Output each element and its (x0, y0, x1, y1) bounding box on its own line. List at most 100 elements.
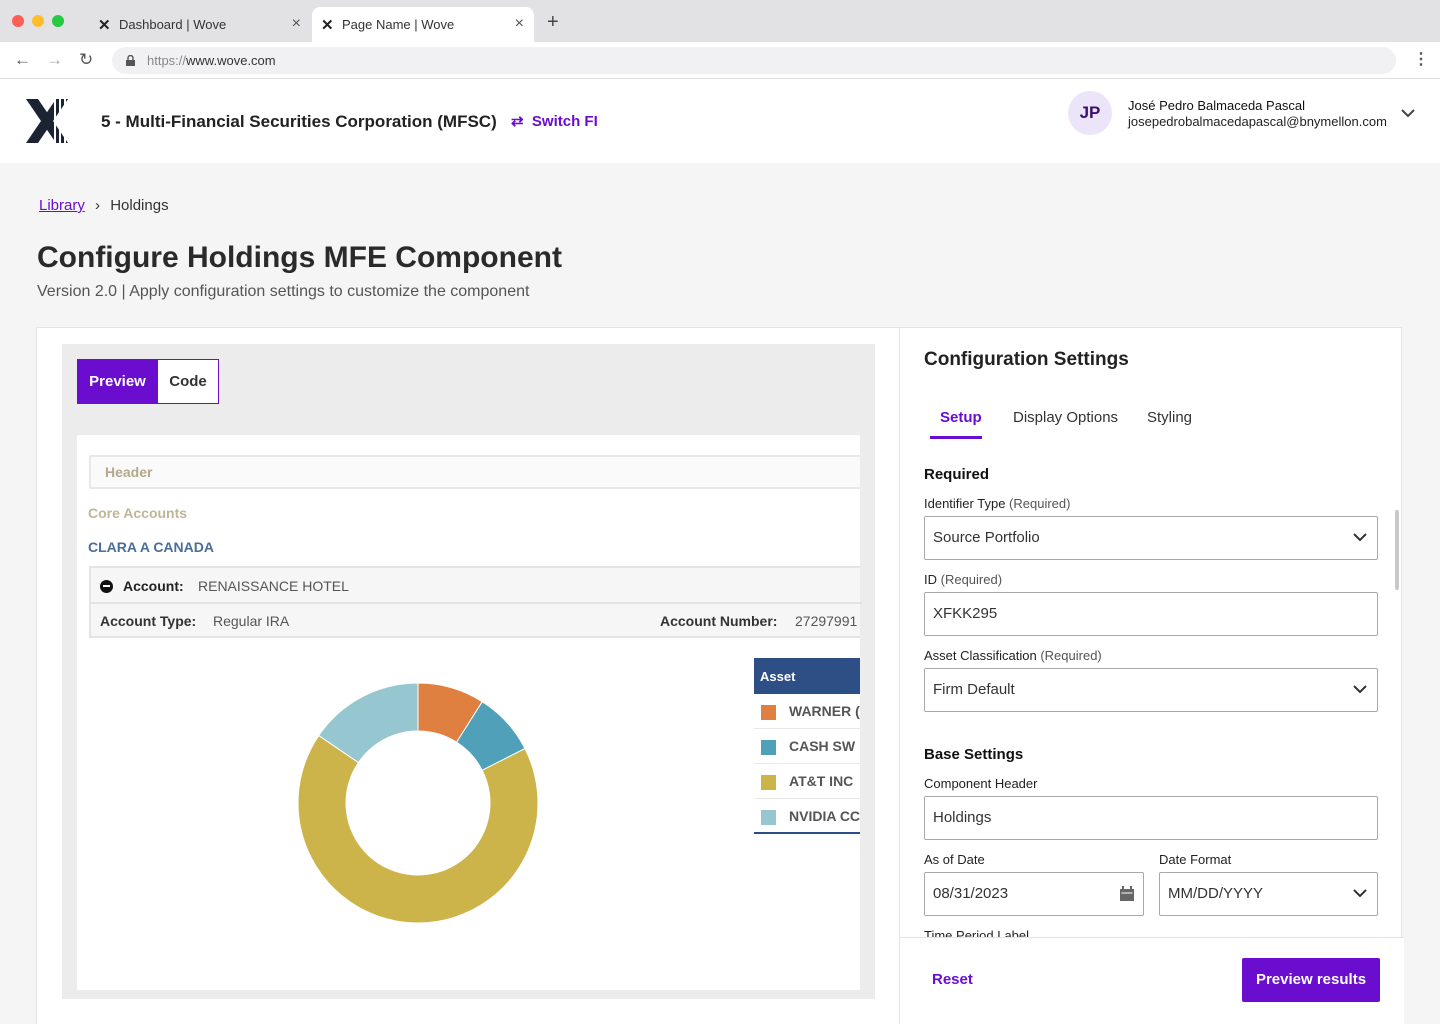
close-tab-icon[interactable]: × (291, 15, 301, 32)
back-icon[interactable]: ← (14, 50, 31, 69)
identifier-type-label: Identifier Type (Required) (924, 496, 1071, 511)
legend-label: CASH SW (789, 738, 856, 754)
mock-legend-row: AT&T INC (754, 764, 860, 799)
settings-scrollbar[interactable] (1395, 510, 1399, 590)
component-header-value: Holdings (933, 809, 992, 826)
preview-results-button[interactable]: Preview results (1242, 958, 1380, 1002)
tab-display-options[interactable]: Display Options (1013, 409, 1119, 426)
organization-name: 5 - Multi-Financial Securities Corporati… (101, 112, 497, 131)
preview-toggle-button[interactable]: Preview (77, 359, 158, 404)
collapse-icon[interactable] (100, 580, 113, 593)
tab-label: Dashboard | Wove (119, 17, 227, 32)
browser-tab-dashboard[interactable]: ✕ Dashboard | Wove × (89, 7, 311, 42)
component-header-label: Component Header (924, 776, 1038, 791)
identifier-type-value: Source Portfolio (933, 529, 1040, 546)
mock-section-title: Core Accounts (88, 505, 188, 521)
mock-legend: Asset WARNER ( CASH SW AT&T INC NVIDIA CC (754, 658, 860, 835)
code-toggle-button[interactable]: Code (157, 359, 219, 404)
component-preview: Header Core Accounts CLARA A CANADA Acco… (77, 435, 862, 990)
mock-header-text: Header (105, 464, 153, 480)
page-title: Configure Holdings MFE Component (37, 241, 562, 274)
as-of-date-value: 08/31/2023 (933, 885, 1009, 902)
mock-account-number-label: Account Number: (660, 613, 778, 629)
active-tab-indicator (930, 436, 982, 439)
close-window-dot[interactable] (12, 15, 24, 27)
mock-account-box: Account: RENAISSANCE HOTEL Account Type:… (89, 566, 862, 638)
url-prefix: https:// (147, 53, 187, 68)
lock-icon (126, 55, 135, 66)
reset-button[interactable]: Reset (932, 971, 973, 988)
mock-legend-row: CASH SW (754, 729, 860, 764)
date-format-value: MM/DD/YYYY (1168, 885, 1264, 902)
donut-slice (297, 734, 539, 924)
id-label: ID (Required) (924, 572, 1003, 587)
calendar-icon[interactable] (1120, 886, 1134, 901)
close-tab-icon[interactable]: × (514, 15, 524, 32)
breadcrumb-library-link[interactable]: Library (39, 197, 85, 214)
legend-swatch (761, 810, 776, 825)
required-heading: Required (924, 466, 990, 483)
donut-slice (318, 682, 419, 764)
component-header-input[interactable]: Holdings (924, 796, 1378, 840)
legend-swatch (761, 775, 776, 790)
asset-classification-select[interactable]: Firm Default (924, 668, 1378, 712)
minimize-window-dot[interactable] (32, 15, 44, 27)
chevron-down-icon (1353, 889, 1367, 898)
url-domain: www.wove.com (186, 53, 276, 68)
configuration-title: Configuration Settings (924, 349, 1129, 370)
id-value: XFKK295 (933, 605, 998, 622)
wove-favicon-icon: ✕ (321, 17, 334, 34)
date-format-select[interactable]: MM/DD/YYYY (1159, 872, 1378, 916)
breadcrumb: Library › Holdings (39, 197, 169, 214)
legend-swatch (761, 705, 776, 720)
legend-label: AT&T INC (789, 773, 854, 789)
mock-donut-chart (297, 682, 539, 924)
browser-tab-page-name[interactable]: ✕ Page Name | Wove × (312, 7, 534, 42)
user-menu-chevron-down-icon[interactable] (1400, 107, 1416, 119)
tab-label: Page Name | Wove (342, 17, 455, 32)
legend-label: NVIDIA CC (789, 808, 860, 824)
mock-header-box: Header (89, 455, 860, 489)
chevron-down-icon (1353, 533, 1367, 542)
user-email: josepedrobalmacedapascal@bnymellon.com (1128, 114, 1387, 129)
new-tab-icon[interactable]: + (547, 11, 559, 33)
mock-legend-header: Asset (754, 658, 860, 694)
mock-account-number-value: 27297991 (795, 613, 858, 629)
date-format-label: Date Format (1159, 852, 1232, 867)
browser-tab-bar: ✕ Dashboard | Wove × ✕ Page Name | Wove … (0, 0, 1440, 42)
reload-icon[interactable]: ↻ (79, 50, 94, 69)
forward-icon[interactable]: → (46, 50, 63, 69)
time-period-label: Time Period Label (924, 928, 1030, 937)
configuration-card: Preview Code Header Core Accounts CLARA … (36, 327, 1404, 1024)
chevron-right-icon: › (95, 197, 101, 214)
switch-fi-button[interactable]: ⇄ Switch FI (511, 112, 598, 130)
mock-legend-row: NVIDIA CC (754, 799, 860, 834)
legend-label: WARNER ( (789, 703, 860, 719)
preview-panel: Preview Code Header Core Accounts CLARA … (62, 344, 875, 999)
tab-styling[interactable]: Styling (1147, 409, 1193, 426)
asset-classification-value: Firm Default (933, 681, 1015, 698)
identifier-type-select[interactable]: Source Portfolio (924, 516, 1378, 560)
address-bar-row: ← → ↻ https://www.wove.com ⋮ (0, 42, 1440, 79)
wove-logo-icon (26, 99, 68, 143)
user-name: José Pedro Balmaceda Pascal (1128, 98, 1306, 113)
chevron-down-icon (1353, 685, 1367, 694)
configuration-settings-panel: Configuration Settings Setup Display Opt… (899, 328, 1404, 1024)
id-input[interactable]: XFKK295 (924, 592, 1378, 636)
app-header: 5 - Multi-Financial Securities Corporati… (0, 79, 1440, 163)
tab-setup[interactable]: Setup (940, 409, 982, 426)
mock-account-type-label: Account Type: (100, 613, 197, 629)
swap-icon: ⇄ (511, 113, 524, 130)
browser-menu-icon[interactable]: ⋮ (1413, 51, 1429, 68)
maximize-window-dot[interactable] (52, 15, 64, 27)
as-of-date-input[interactable]: 08/31/2023 (924, 872, 1144, 916)
mock-legend-row: WARNER ( (754, 694, 860, 729)
mock-account-value: RENAISSANCE HOTEL (198, 578, 349, 594)
mock-account-type-value: Regular IRA (213, 613, 290, 629)
url-field[interactable]: https://www.wove.com (112, 47, 1396, 74)
asset-classification-label: Asset Classification (Required) (924, 648, 1102, 663)
base-settings-heading: Base Settings (924, 746, 1024, 763)
wove-favicon-icon: ✕ (98, 17, 111, 34)
as-of-date-label: As of Date (924, 852, 985, 867)
avatar[interactable]: JP (1068, 91, 1112, 135)
